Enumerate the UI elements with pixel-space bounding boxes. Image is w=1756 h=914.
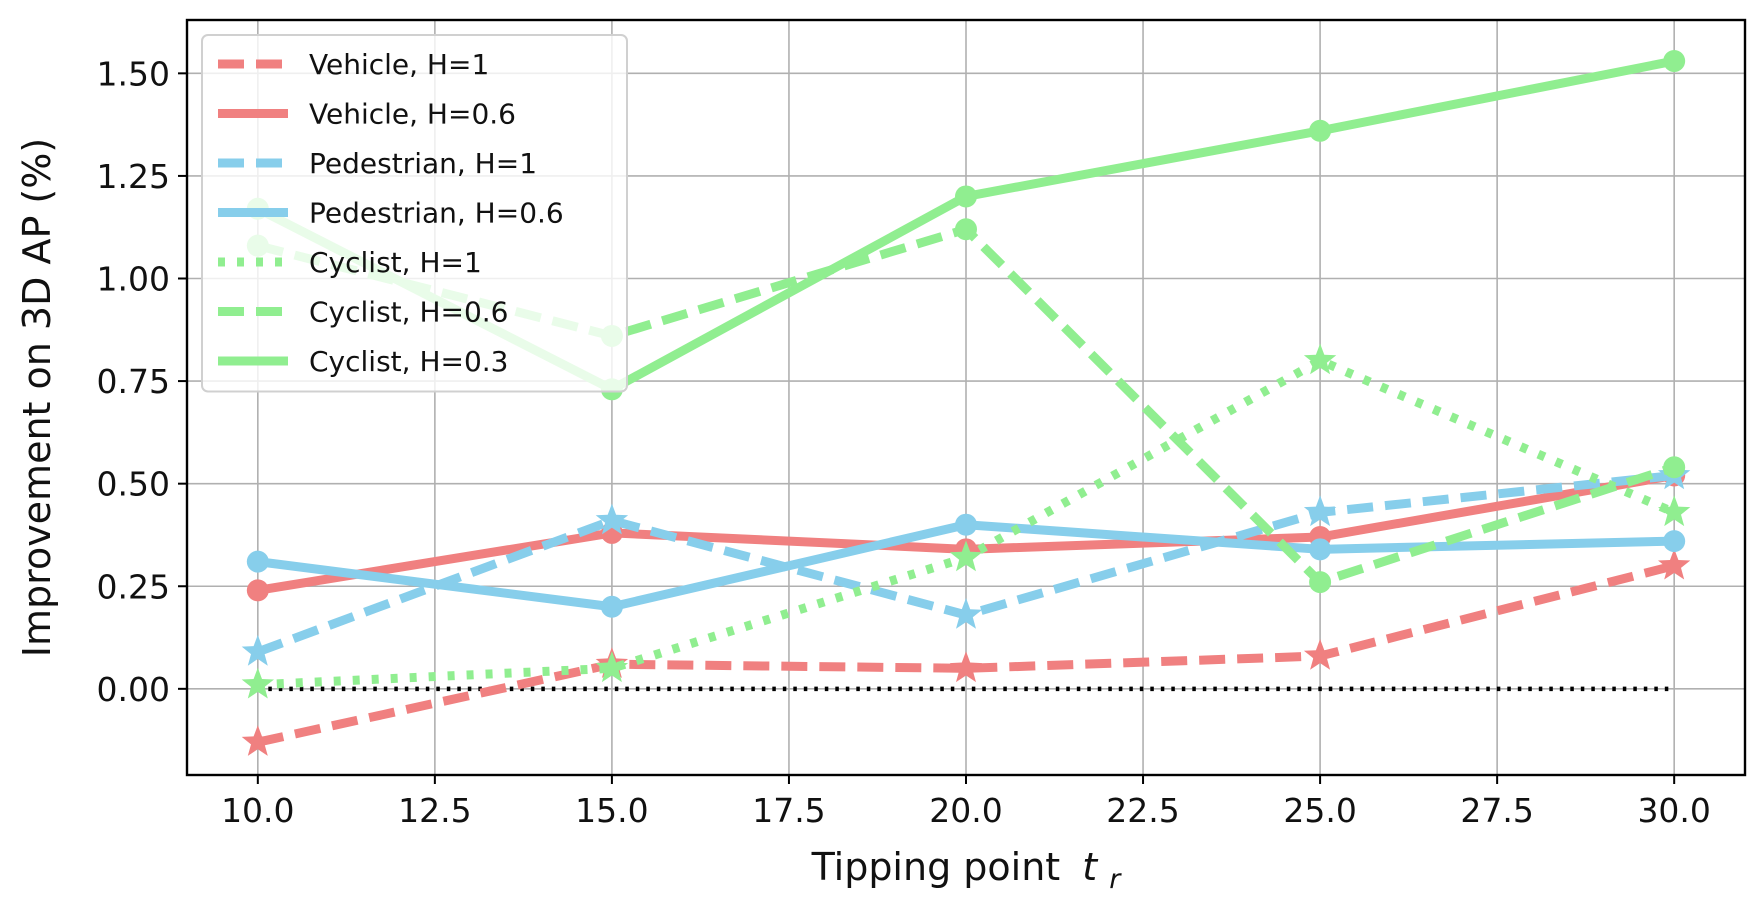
y-axis-label: Improvement on 3D AP (%) <box>15 138 59 657</box>
x-axis-label-symbol: t <box>1082 845 1099 889</box>
data-point-circle <box>1309 119 1332 142</box>
data-point-star <box>949 540 983 572</box>
x-tick-label: 12.5 <box>398 791 471 830</box>
legend-label: Cyclist, H=1 <box>309 246 482 279</box>
y-tick-label: 0.50 <box>97 465 170 504</box>
y-axis-ticks: 0.00 0.25 0.50 0.75 1.00 1.25 1.50 <box>97 54 187 709</box>
data-point-star <box>595 503 629 535</box>
data-point-star <box>1303 343 1337 375</box>
data-point-star <box>1658 495 1691 527</box>
data-point-circle <box>1663 456 1686 479</box>
series-line <box>256 561 1676 747</box>
data-point-circle <box>246 579 269 602</box>
data-point-star <box>949 598 983 629</box>
legend-label: Vehicle, H=1 <box>309 48 489 81</box>
data-point-circle <box>1309 538 1332 561</box>
legend-label: Pedestrian, H=1 <box>309 147 537 180</box>
data-point-circle <box>1663 50 1686 73</box>
x-axis-label-subscript: r <box>1109 864 1122 895</box>
series-4 <box>246 513 1686 618</box>
legend: Vehicle, H=1 Vehicle, H=0.6 Pedestrian, H=… <box>201 34 628 393</box>
series-5 <box>241 343 1691 699</box>
x-tick-label: 17.5 <box>752 791 825 830</box>
data-point-star <box>241 667 274 699</box>
data-point-star <box>1303 495 1337 527</box>
data-point-star <box>1303 639 1337 670</box>
data-point-circle <box>955 218 977 241</box>
x-tick-label: 25.0 <box>1283 791 1356 830</box>
y-tick-label: 0.00 <box>97 670 170 709</box>
x-axis-ticks: 10.0 12.5 15.0 17.5 20.0 22.5 25.0 27.5 30.0 <box>221 775 1711 830</box>
legend-item: Cyclist, H=0.6 <box>218 296 509 329</box>
y-tick-label: 1.00 <box>97 260 170 299</box>
legend-item: Cyclist, H=0.3 <box>218 345 509 378</box>
x-tick-label: 10.0 <box>221 791 294 830</box>
y-tick-label: 0.25 <box>97 567 170 606</box>
legend-item: Vehicle, H=1 <box>218 48 489 81</box>
data-point-circle <box>1663 530 1686 553</box>
x-tick-label: 20.0 <box>929 791 1002 830</box>
legend-item: Pedestrian, H=1 <box>218 147 537 180</box>
legend-label: Vehicle, H=0.6 <box>309 98 516 131</box>
x-tick-label: 30.0 <box>1637 791 1710 830</box>
data-point-star <box>595 651 629 683</box>
x-tick-label: 27.5 <box>1460 791 1533 830</box>
y-tick-label: 1.50 <box>97 54 170 93</box>
data-point-star <box>1658 548 1691 580</box>
legend-label: Cyclist, H=0.3 <box>309 345 509 378</box>
data-point-circle <box>600 595 623 618</box>
y-tick-label: 1.25 <box>97 157 170 196</box>
x-tick-label: 15.0 <box>575 791 648 830</box>
data-point-circle <box>955 185 977 208</box>
data-point-star <box>241 634 274 666</box>
legend-label: Pedestrian, H=0.6 <box>309 197 564 230</box>
data-point-circle <box>1309 571 1332 594</box>
data-point-star <box>241 725 274 756</box>
legend-item: Vehicle, H=0.6 <box>218 98 516 131</box>
y-tick-label: 0.75 <box>97 362 170 401</box>
legend-frame <box>201 34 628 393</box>
legend-label: Cyclist, H=0.6 <box>309 296 509 329</box>
x-axis-label: Tipping point t r <box>811 845 1123 895</box>
data-point-circle <box>246 550 269 573</box>
data-point-circle <box>955 513 977 536</box>
legend-item: Pedestrian, H=0.6 <box>218 197 564 230</box>
x-axis-label-text: Tipping point <box>811 845 1061 889</box>
x-tick-label: 22.5 <box>1106 791 1179 830</box>
legend-item: Cyclist, H=1 <box>218 246 482 279</box>
data-point-star <box>949 651 983 683</box>
